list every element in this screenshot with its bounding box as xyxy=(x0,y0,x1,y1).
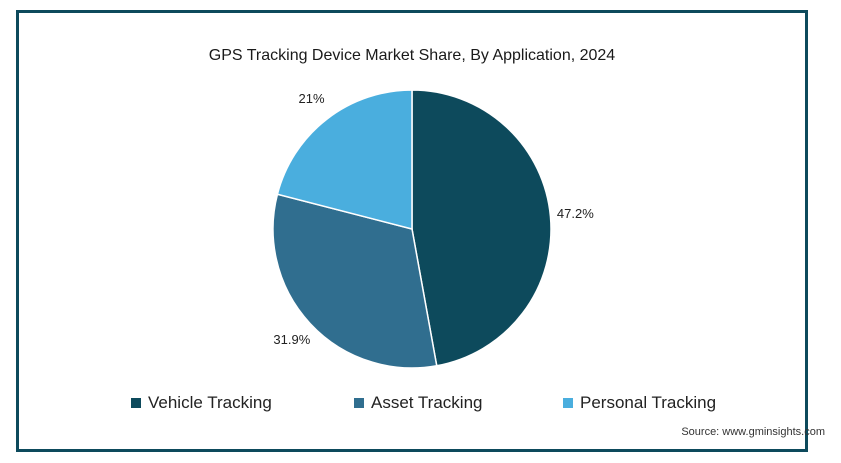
pie-slice-asset-tracking xyxy=(272,193,438,369)
legend-label-vehicle-tracking: Vehicle Tracking xyxy=(148,393,272,412)
source-note: Source: www.gminsights.com xyxy=(681,426,825,438)
data-label-vehicle-tracking: 47.2% xyxy=(557,206,594,221)
legend-item-personal-tracking: Personal Tracking xyxy=(563,393,716,413)
legend-label-personal-tracking: Personal Tracking xyxy=(580,393,717,412)
legend-item-asset-tracking: Asset Tracking xyxy=(354,393,483,413)
legend-item-vehicle-tracking: Vehicle Tracking xyxy=(131,393,272,413)
data-label-asset-tracking: 31.9% xyxy=(273,332,310,347)
legend-swatch-vehicle-tracking xyxy=(131,398,141,408)
pie-slice-personal-tracking xyxy=(276,89,413,230)
chart-title: GPS Tracking Device Market Share, By App… xyxy=(208,47,616,64)
legend-label-asset-tracking: Asset Tracking xyxy=(371,393,483,412)
legend-swatch-personal-tracking xyxy=(563,398,573,408)
legend-swatch-asset-tracking xyxy=(354,398,364,408)
data-label-personal-tracking: 21% xyxy=(299,91,325,106)
pie-slice-vehicle-tracking xyxy=(411,89,552,367)
chart-legend: Vehicle Tracking Asset Tracking Personal… xyxy=(0,393,841,419)
